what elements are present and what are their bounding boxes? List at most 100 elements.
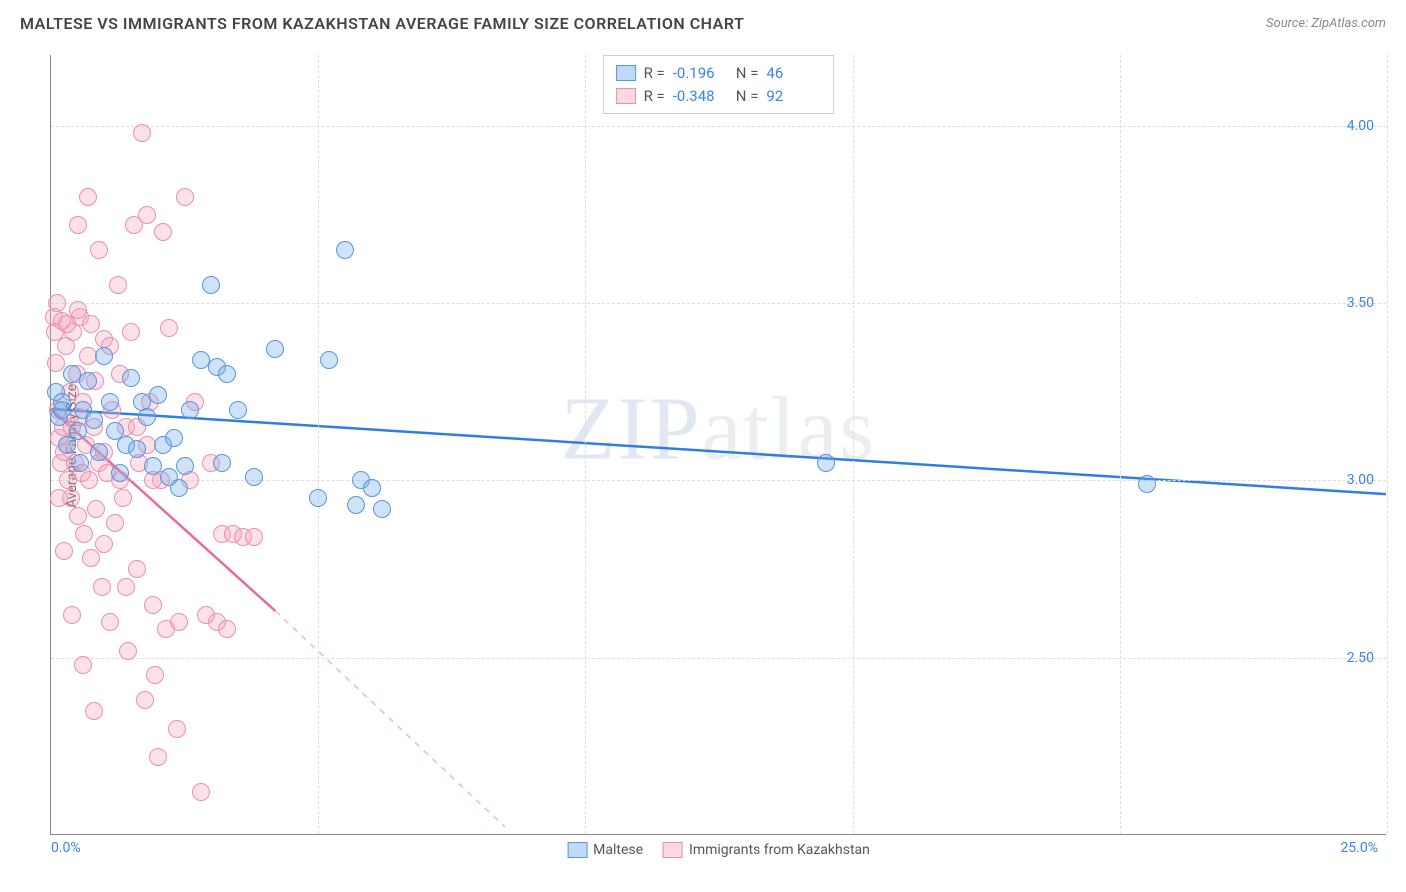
pink-marker <box>136 691 154 709</box>
blue-marker <box>85 411 103 429</box>
source-attribution: Source: ZipAtlas.com <box>1266 16 1386 31</box>
pink-marker <box>85 702 103 720</box>
blue-marker <box>176 457 194 475</box>
blue-marker <box>149 386 167 404</box>
pink-marker <box>109 276 127 294</box>
pink-marker <box>79 188 97 206</box>
gridline-v <box>585 55 586 834</box>
blue-swatch-icon <box>616 65 636 81</box>
blue-marker <box>95 347 113 365</box>
n-label: N = <box>736 85 759 108</box>
pink-marker <box>47 354 65 372</box>
series-legend: Maltese Immigrants from Kazakhstan <box>567 842 870 858</box>
pink-marker <box>101 613 119 631</box>
blue-marker <box>71 454 89 472</box>
trend-lines-svg <box>51 55 1386 834</box>
x-tick-min: 0.0% <box>51 840 81 856</box>
legend-item-blue: Maltese <box>567 842 643 858</box>
pink-marker <box>170 613 188 631</box>
legend-label-blue: Maltese <box>593 842 643 858</box>
blue-marker <box>213 454 231 472</box>
blue-marker <box>229 401 247 419</box>
pink-marker <box>128 560 146 578</box>
stats-row-pink: R = -0.348 N = 92 <box>616 85 822 108</box>
gridline-h <box>51 303 1386 304</box>
pink-marker <box>48 294 66 312</box>
y-tick-label: 2.50 <box>1347 650 1374 666</box>
gridline-v <box>1387 55 1388 834</box>
blue-marker <box>144 457 162 475</box>
pink-marker <box>146 666 164 684</box>
blue-marker <box>69 422 87 440</box>
y-tick-label: 3.50 <box>1347 295 1374 311</box>
pink-marker <box>87 500 105 518</box>
blue-marker <box>101 393 119 411</box>
pink-marker <box>82 315 100 333</box>
blue-marker <box>122 369 140 387</box>
n-value-pink: 92 <box>766 85 821 108</box>
blue-marker <box>336 241 354 259</box>
pink-marker <box>69 507 87 525</box>
r-label: R = <box>644 62 665 85</box>
pink-marker <box>122 323 140 341</box>
r-value-pink: -0.348 <box>673 85 728 108</box>
pink-marker <box>218 620 236 638</box>
pink-marker <box>160 319 178 337</box>
blue-marker <box>817 454 835 472</box>
pink-marker <box>74 656 92 674</box>
pink-marker <box>63 606 81 624</box>
blue-marker <box>165 429 183 447</box>
chart-plot-area: ZIPatlas R = -0.196 N = 46 R = -0.348 N … <box>50 55 1386 835</box>
r-label: R = <box>644 85 665 108</box>
pink-marker <box>75 525 93 543</box>
pink-swatch-icon <box>616 88 636 104</box>
pink-marker <box>117 578 135 596</box>
gridline-v <box>1120 55 1121 834</box>
pink-swatch-icon <box>663 842 683 858</box>
blue-marker <box>1138 475 1156 493</box>
gridline-h <box>51 658 1386 659</box>
r-value-blue: -0.196 <box>673 62 728 85</box>
blue-marker <box>90 443 108 461</box>
gridline-h <box>51 126 1386 127</box>
blue-marker <box>111 464 129 482</box>
pink-marker <box>245 528 263 546</box>
x-tick-max: 25.0% <box>1340 840 1378 856</box>
blue-marker <box>138 408 156 426</box>
pink-marker <box>80 471 98 489</box>
pink-marker <box>192 783 210 801</box>
pink-marker <box>133 124 151 142</box>
y-tick-label: 4.00 <box>1347 118 1374 134</box>
blue-marker <box>53 401 71 419</box>
stats-row-blue: R = -0.196 N = 46 <box>616 62 822 85</box>
pink-marker <box>114 489 132 507</box>
pink-marker <box>82 549 100 567</box>
pink-marker <box>144 596 162 614</box>
n-value-blue: 46 <box>766 62 821 85</box>
pink-marker <box>69 216 87 234</box>
blue-marker <box>309 489 327 507</box>
blue-marker <box>218 365 236 383</box>
pink-marker <box>90 241 108 259</box>
chart-title: MALTESE VS IMMIGRANTS FROM KAZAKHSTAN AV… <box>20 14 744 33</box>
pink-marker <box>93 578 111 596</box>
blue-marker <box>181 401 199 419</box>
pink-marker <box>154 223 172 241</box>
pink-marker <box>50 489 68 507</box>
y-tick-label: 3.00 <box>1347 472 1374 488</box>
pink-marker <box>106 514 124 532</box>
blue-marker <box>170 479 188 497</box>
blue-marker <box>128 440 146 458</box>
gridline-v <box>853 55 854 834</box>
correlation-stats-box: R = -0.196 N = 46 R = -0.348 N = 92 <box>603 55 835 114</box>
blue-marker <box>79 372 97 390</box>
pink-trend-line-dashed <box>275 611 505 827</box>
n-label: N = <box>736 62 759 85</box>
blue-marker <box>245 468 263 486</box>
blue-marker <box>320 351 338 369</box>
pink-marker <box>176 188 194 206</box>
pink-marker <box>168 720 186 738</box>
blue-marker <box>363 479 381 497</box>
blue-marker <box>266 340 284 358</box>
legend-item-pink: Immigrants from Kazakhstan <box>663 842 870 858</box>
